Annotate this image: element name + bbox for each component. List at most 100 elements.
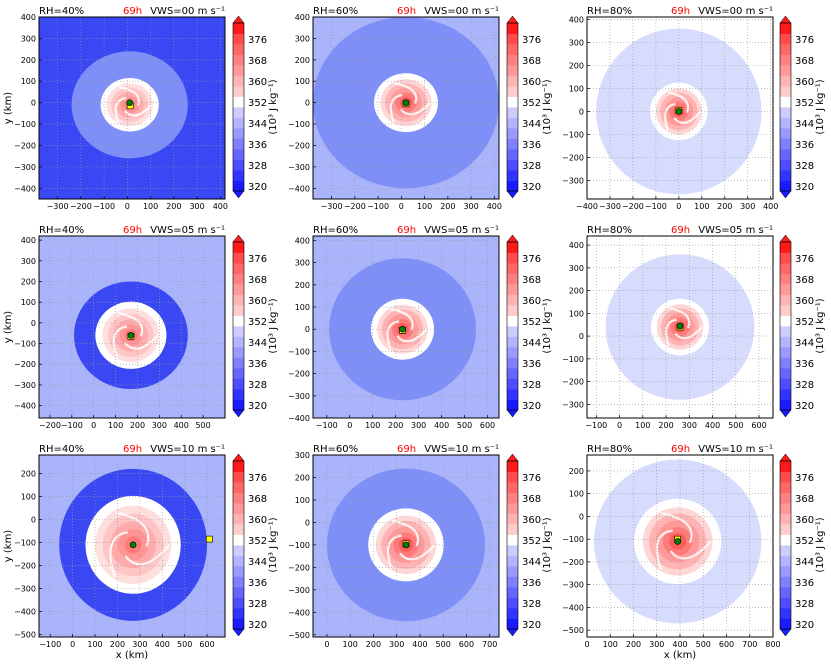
colorbar-band — [507, 608, 518, 619]
vws-label: VWS=00 m s⁻¹ — [424, 6, 499, 17]
x-tick-label: 0 — [399, 202, 404, 211]
spiral-band — [386, 320, 400, 350]
colorbar-tick-label: 352 — [248, 536, 267, 547]
colorbar-tick-label: 320 — [522, 182, 541, 193]
colorbar-band — [780, 315, 791, 327]
colorbar-band — [233, 96, 244, 108]
colorbar-band — [780, 524, 791, 535]
spiral-band — [117, 311, 144, 337]
colorbar-extend-min — [232, 409, 245, 418]
gridlines — [586, 455, 774, 637]
colorbar-band — [233, 65, 244, 76]
plot-frame — [586, 235, 774, 419]
colorbar-band — [780, 492, 791, 504]
colorbar-band — [507, 128, 518, 139]
x-tick-label: −200 — [344, 202, 366, 211]
y-tick-label: 100 — [295, 77, 310, 86]
colorbar-band — [780, 242, 791, 253]
colorbar-extend-max — [232, 15, 245, 24]
colorbar-unit-label: (10³ J kg⁻¹) — [268, 79, 279, 134]
colorbar-tick-label: 360 — [795, 296, 814, 307]
colorbar-tick-label: 320 — [522, 620, 541, 631]
colorbar-band — [780, 44, 791, 55]
colorbar-band — [780, 86, 791, 97]
x-tick-label: 100 — [417, 202, 432, 211]
colorbar-band — [233, 284, 244, 295]
x-tick-label: 0 — [347, 421, 352, 430]
y-tick-label: −400 — [14, 402, 36, 411]
x-tick-label: 100 — [635, 421, 650, 430]
colorbar-band — [507, 75, 518, 87]
colorbar-band — [780, 576, 791, 588]
colorbar-tick-label: 336 — [795, 578, 814, 589]
x-tick-label: 500 — [195, 421, 210, 430]
y-tick-label: −200 — [14, 141, 36, 150]
colorbar-band — [233, 576, 244, 588]
y-tick-label: 0 — [31, 516, 36, 525]
colorbar-band — [507, 357, 518, 369]
y-tick-label: −300 — [288, 586, 310, 595]
colorbar-tick-label: 376 — [248, 254, 267, 265]
center-marker-circle — [674, 538, 681, 545]
colorbar-frame — [232, 241, 245, 411]
colorbar-band — [507, 33, 518, 45]
y-axis-label: y (km) — [3, 530, 14, 563]
colorbar-band — [780, 471, 791, 483]
y-tick-label: −400 — [14, 608, 36, 617]
panel-2-1: −200 −100 0 100 200 300 400 5004003002001000−10… — [3, 225, 279, 430]
colorbar-band — [233, 159, 244, 171]
colorbar-band — [233, 534, 244, 546]
y-tick-label: 0 — [31, 319, 36, 328]
plot-frame — [312, 235, 500, 419]
x-tick-label: −200 — [622, 202, 644, 211]
colorbar-band — [507, 378, 518, 390]
colorbar-tick-label: 352 — [522, 317, 541, 328]
colorbar-tick-label: 320 — [522, 401, 541, 412]
x-tick-label: 100 — [603, 640, 618, 649]
spiral-band — [393, 82, 418, 105]
plot-frame — [312, 16, 500, 200]
spiral-band — [396, 328, 428, 343]
spiral-band — [124, 334, 159, 350]
y-tick-label: −400 — [288, 184, 310, 193]
colorbar-band — [780, 273, 791, 285]
colorbar-band — [507, 513, 518, 525]
y-tick-label: 200 — [295, 281, 310, 290]
plot-frame — [312, 454, 500, 638]
colorbar-extend-max — [779, 15, 792, 24]
vws-label: VWS=10 m s⁻¹ — [698, 444, 773, 455]
vws-label: VWS=05 m s⁻¹ — [424, 225, 499, 236]
colorbar-band — [780, 336, 791, 348]
gridlines — [39, 236, 225, 418]
y-tick-label: 200 — [21, 278, 36, 287]
colorbar-band — [780, 117, 791, 129]
y-tick-label: −100 — [288, 541, 310, 550]
colorbar-band — [507, 461, 518, 472]
colorbar-tick-label: 376 — [248, 35, 267, 46]
colorbar-band — [780, 33, 791, 45]
rh-label: RH=80% — [587, 6, 632, 17]
time-label: 69h — [123, 444, 142, 455]
vws-label: VWS=00 m s⁻¹ — [150, 6, 225, 17]
spiral-band — [673, 110, 702, 124]
x-tick-label: 200 — [658, 421, 673, 430]
y-tick-label: 300 — [21, 257, 36, 266]
panel-1-3: −400 −300 −200 −100 0 100 200 300 40040030020010… — [562, 6, 826, 211]
colorbar-band — [780, 513, 791, 525]
y-tick-label: −100 — [14, 340, 36, 349]
spiral-band — [667, 91, 689, 113]
colorbar-extend-max — [779, 453, 792, 462]
colorbar: 376 368 360 352 344 336 328 320 (10³ J kg⁻¹) — [779, 234, 826, 418]
colorbar-tick-label: 376 — [795, 254, 814, 265]
colorbar-band — [507, 576, 518, 588]
time-label: 69h — [123, 225, 142, 236]
y-tick-label: 100 — [295, 303, 310, 312]
colorbar-tick-label: 328 — [522, 599, 541, 610]
colorbar-band — [507, 555, 518, 567]
y-axis-label: y (km) — [3, 311, 14, 344]
x-tick-label: 400 — [705, 421, 720, 430]
colorbar-band — [233, 461, 244, 472]
spiral-band — [118, 85, 140, 107]
colorbar-band — [233, 597, 244, 609]
x-tick-label: 200 — [440, 202, 455, 211]
